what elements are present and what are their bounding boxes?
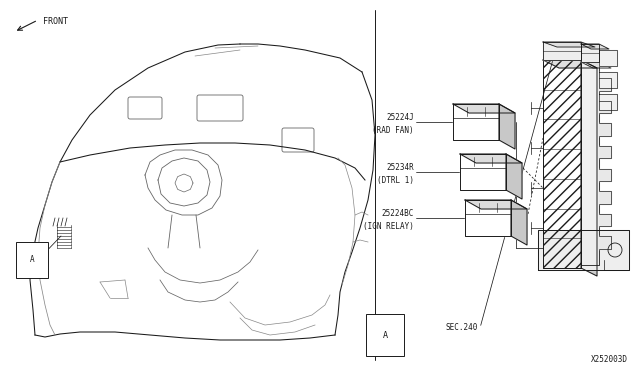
Polygon shape (465, 200, 511, 236)
Polygon shape (460, 154, 506, 190)
Polygon shape (453, 104, 499, 140)
Polygon shape (599, 72, 617, 88)
Text: (IGN RELAY): (IGN RELAY) (363, 221, 414, 231)
Text: X252003D: X252003D (591, 356, 628, 365)
Polygon shape (506, 154, 522, 199)
Text: A: A (29, 256, 35, 264)
Text: 25234R: 25234R (387, 163, 414, 171)
Polygon shape (581, 62, 611, 68)
Polygon shape (543, 60, 597, 68)
Polygon shape (581, 62, 599, 265)
Text: SEC.240: SEC.240 (445, 324, 478, 333)
Polygon shape (599, 191, 611, 203)
Polygon shape (599, 94, 617, 110)
Polygon shape (599, 169, 611, 181)
Text: 25224BC: 25224BC (381, 208, 414, 218)
Polygon shape (599, 146, 611, 158)
Text: (DTRL 1): (DTRL 1) (377, 176, 414, 185)
Polygon shape (543, 42, 595, 47)
Polygon shape (453, 104, 515, 113)
Polygon shape (543, 42, 581, 60)
Polygon shape (460, 154, 522, 163)
Polygon shape (581, 44, 599, 62)
Polygon shape (581, 44, 609, 49)
Polygon shape (599, 124, 611, 136)
Polygon shape (599, 78, 611, 91)
Polygon shape (543, 60, 581, 268)
Polygon shape (599, 50, 617, 66)
Polygon shape (599, 101, 611, 113)
Polygon shape (581, 60, 597, 276)
Polygon shape (538, 230, 629, 270)
Text: (RAD FAN): (RAD FAN) (372, 125, 414, 135)
Polygon shape (465, 200, 527, 209)
Polygon shape (599, 214, 611, 226)
Text: A: A (383, 330, 387, 340)
Text: FRONT: FRONT (43, 17, 68, 26)
Polygon shape (599, 236, 611, 248)
Polygon shape (499, 104, 515, 149)
Text: 25224J: 25224J (387, 112, 414, 122)
Polygon shape (511, 200, 527, 245)
